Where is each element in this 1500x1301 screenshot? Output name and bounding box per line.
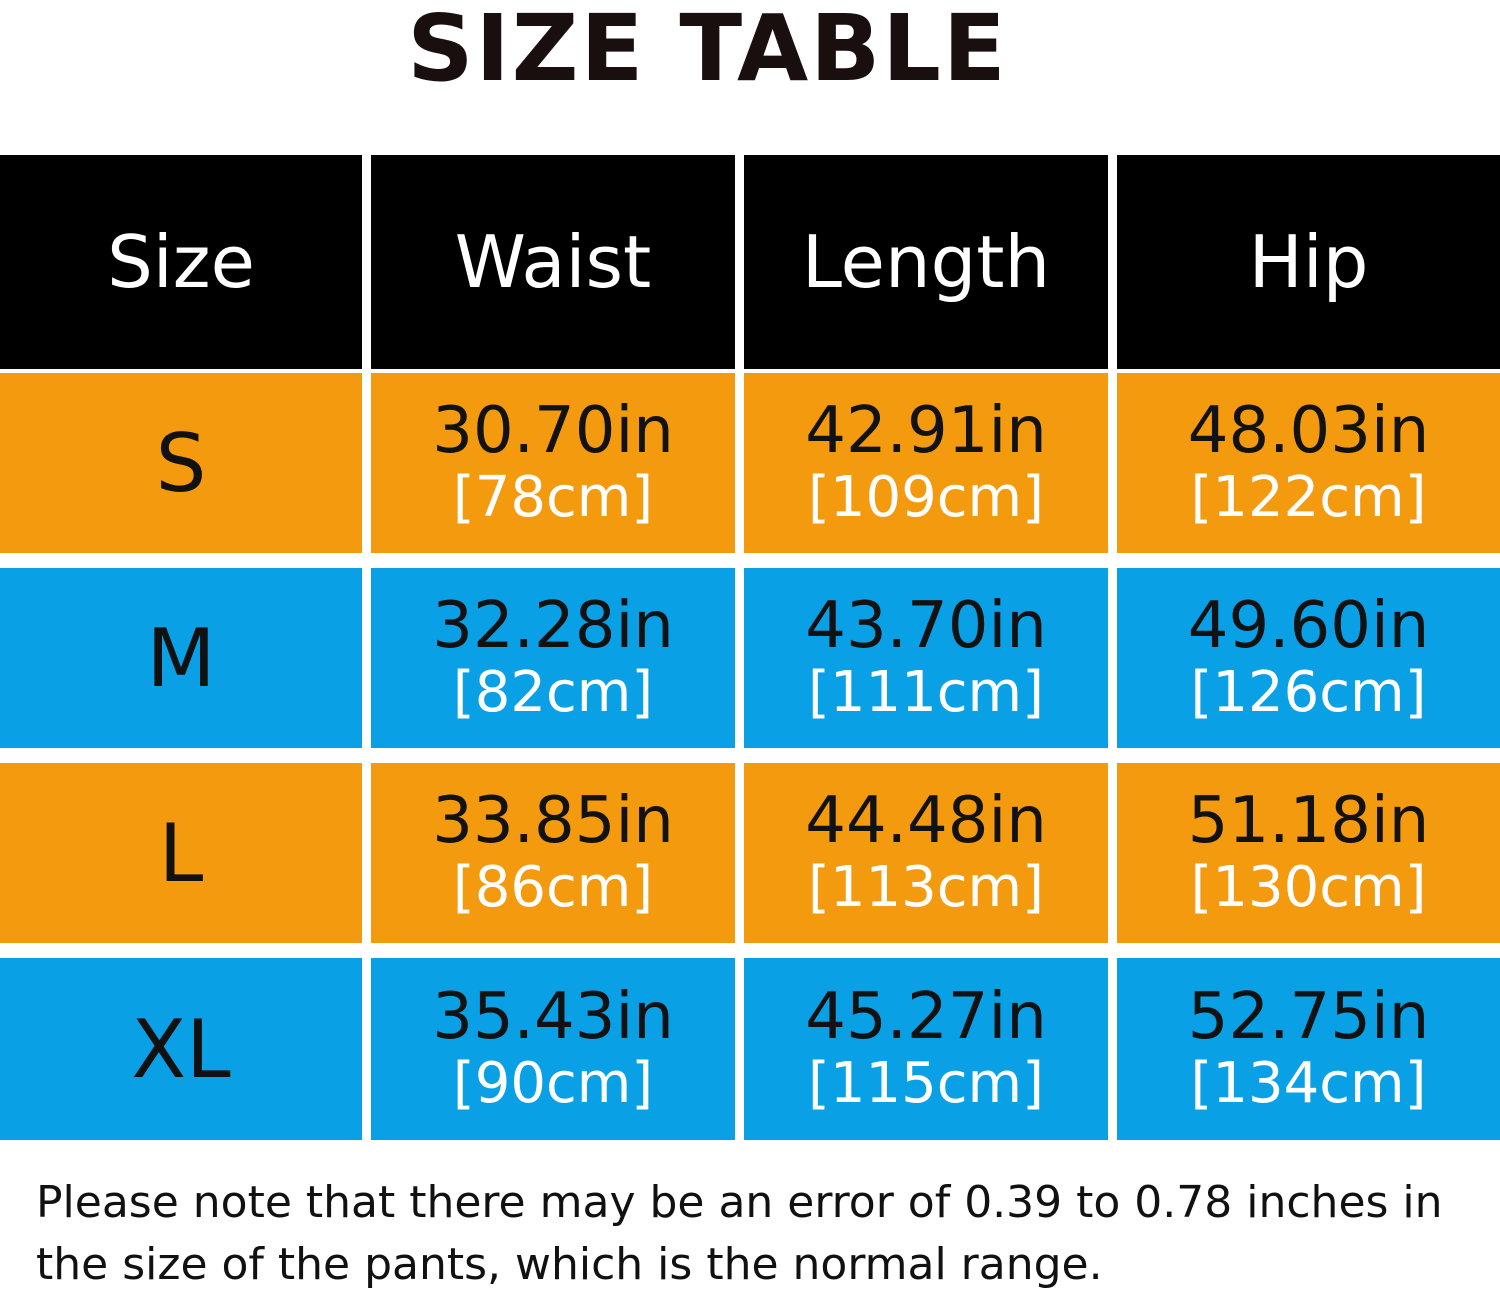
length-cm: [109cm] bbox=[808, 465, 1044, 530]
size-label: S bbox=[155, 416, 207, 510]
waist-cell: 33.85in [86cm] bbox=[371, 763, 735, 943]
table-row-size: XL bbox=[0, 958, 362, 1140]
length-cell: 43.70in [111cm] bbox=[744, 568, 1108, 748]
hip-cell: 49.60in [126cm] bbox=[1117, 568, 1500, 748]
size-note: Please note that there may be an error o… bbox=[36, 1177, 1443, 1290]
hip-cm: [130cm] bbox=[1190, 855, 1427, 920]
hip-cm: [122cm] bbox=[1190, 465, 1427, 530]
header-waist: Waist bbox=[371, 155, 735, 369]
hip-cell: 51.18in [130cm] bbox=[1117, 763, 1500, 943]
header-size: Size bbox=[0, 155, 362, 369]
waist-inches: 33.85in bbox=[432, 784, 674, 858]
hip-inches: 48.03in bbox=[1187, 394, 1430, 468]
size-label: L bbox=[158, 806, 204, 900]
hip-cell: 48.03in [122cm] bbox=[1117, 373, 1500, 553]
table-row-size: L bbox=[0, 763, 362, 943]
waist-cell: 32.28in [82cm] bbox=[371, 568, 735, 748]
size-label: XL bbox=[131, 1002, 231, 1096]
waist-cm: [78cm] bbox=[452, 465, 654, 530]
size-label: M bbox=[146, 611, 216, 705]
length-cm: [115cm] bbox=[808, 1051, 1044, 1116]
table-row-size: S bbox=[0, 373, 362, 553]
waist-inches: 30.70in bbox=[432, 394, 674, 468]
length-inches: 44.48in bbox=[805, 784, 1047, 858]
hip-cm: [126cm] bbox=[1190, 660, 1427, 725]
size-table: Size Waist Length Hip S 30.70in [78cm] 4… bbox=[0, 155, 1500, 1140]
waist-cm: [82cm] bbox=[452, 660, 654, 725]
header-length: Length bbox=[744, 155, 1108, 369]
hip-cell: 52.75in [134cm] bbox=[1117, 958, 1500, 1140]
waist-cm: [86cm] bbox=[452, 855, 654, 920]
length-cell: 45.27in [115cm] bbox=[744, 958, 1108, 1140]
length-cm: [113cm] bbox=[808, 855, 1044, 920]
length-inches: 45.27in bbox=[805, 980, 1047, 1054]
length-inches: 42.91in bbox=[805, 394, 1047, 468]
waist-cell: 35.43in [90cm] bbox=[371, 958, 735, 1140]
hip-inches: 51.18in bbox=[1187, 784, 1430, 858]
hip-cm: [134cm] bbox=[1190, 1051, 1427, 1116]
table-row-size: M bbox=[0, 568, 362, 748]
header-hip: Hip bbox=[1117, 155, 1500, 369]
length-cell: 42.91in [109cm] bbox=[744, 373, 1108, 553]
length-cm: [111cm] bbox=[808, 660, 1044, 725]
hip-inches: 49.60in bbox=[1187, 589, 1430, 663]
length-inches: 43.70in bbox=[805, 589, 1047, 663]
waist-inches: 35.43in bbox=[432, 980, 674, 1054]
hip-inches: 52.75in bbox=[1187, 980, 1430, 1054]
page-title: SIZE TABLE bbox=[407, 0, 1008, 102]
waist-cell: 30.70in [78cm] bbox=[371, 373, 735, 553]
waist-inches: 32.28in bbox=[432, 589, 674, 663]
length-cell: 44.48in [113cm] bbox=[744, 763, 1108, 943]
waist-cm: [90cm] bbox=[452, 1051, 654, 1116]
